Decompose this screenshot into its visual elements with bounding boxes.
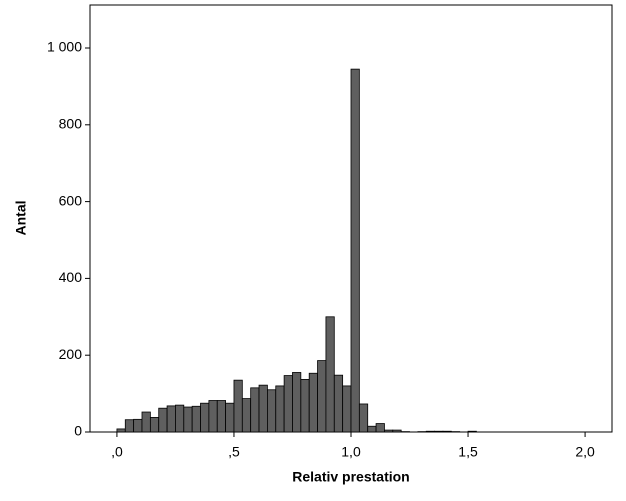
x-axis-label: Relativ prestation [292, 469, 409, 485]
bar [317, 360, 327, 433]
bar [149, 417, 160, 433]
y-tick-label: 200 [59, 346, 83, 362]
bar [225, 402, 235, 433]
y-tick-label: 0 [74, 423, 82, 439]
x-tick-label: ,5 [228, 444, 240, 460]
y-tick-label: 800 [59, 116, 83, 132]
bar [208, 400, 218, 433]
bar [250, 387, 260, 433]
bar [233, 379, 243, 433]
bar [175, 404, 185, 433]
bar [434, 430, 444, 433]
bar [267, 389, 277, 433]
bar [275, 385, 285, 433]
bar [216, 400, 227, 433]
bar [350, 68, 360, 433]
bar [166, 405, 176, 433]
bar [358, 403, 369, 433]
bar [283, 375, 293, 433]
y-tick-label: 600 [59, 192, 83, 208]
bar [191, 405, 201, 433]
bar [342, 385, 352, 433]
bar [241, 398, 252, 433]
y-axis-label: Antal [13, 201, 29, 236]
bar [367, 425, 377, 433]
bar [116, 428, 126, 433]
y-tick-label: 1 000 [47, 39, 82, 55]
bar [333, 374, 344, 433]
x-tick-label: 1,5 [458, 444, 478, 460]
bar [392, 429, 402, 433]
bar [158, 407, 168, 433]
y-tick-label: 400 [59, 269, 83, 285]
x-tick-label: ,0 [111, 444, 123, 460]
bar [425, 430, 435, 433]
x-tick-label: 2,0 [575, 444, 595, 460]
x-tick-label: 1,0 [341, 444, 361, 460]
bar [325, 316, 335, 433]
bar [384, 429, 394, 433]
bar [292, 372, 302, 433]
bar [467, 430, 477, 433]
bar [200, 402, 210, 433]
bar [141, 411, 151, 433]
bar [300, 378, 310, 433]
bar [442, 430, 452, 433]
bar [308, 372, 318, 433]
bar [133, 418, 143, 433]
bar [258, 384, 268, 433]
bar [183, 406, 193, 433]
bar [124, 419, 135, 433]
bar [375, 423, 385, 433]
